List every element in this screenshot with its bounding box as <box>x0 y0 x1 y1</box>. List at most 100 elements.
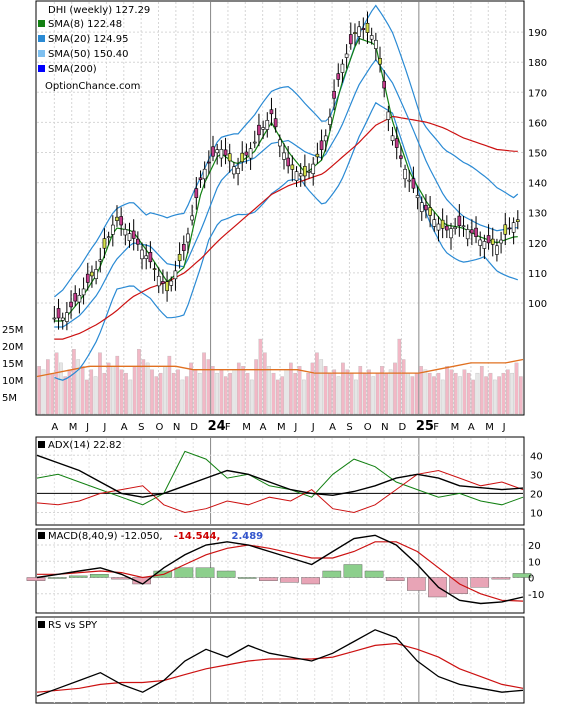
adx-legend: ADX(14) 22.82 <box>38 440 122 451</box>
sma50-line <box>54 115 518 340</box>
rs-legend: RS vs SPY <box>38 620 98 631</box>
x-tick-label: A <box>468 422 475 433</box>
source-label: OptionChance.com <box>45 81 140 92</box>
indicator-layer <box>26 450 532 697</box>
volume-bar <box>310 362 315 415</box>
candle-body <box>273 118 278 128</box>
volume-bar <box>367 369 371 415</box>
volume-tick-label: 5M <box>2 393 17 404</box>
macd-histogram-bar <box>195 567 215 578</box>
candle-body <box>490 238 495 245</box>
macd-legend-name: MACD(8,40,9) <box>48 531 118 542</box>
x-tick-label: S <box>138 422 144 433</box>
volume-bar <box>254 359 258 415</box>
macd-histogram-bar <box>491 577 511 580</box>
sma20-line <box>54 58 518 328</box>
candle-body <box>102 238 107 249</box>
volume-bar <box>223 376 228 415</box>
volume-bar <box>124 372 128 415</box>
candle-body <box>340 63 345 73</box>
sma-layer <box>54 37 518 340</box>
candle-body <box>403 168 407 180</box>
candle-body <box>515 219 520 222</box>
candle-body <box>465 229 470 240</box>
macd-legend-value: -12.050, <box>121 531 163 542</box>
x-tick-label: M <box>451 422 460 433</box>
volume-bar <box>76 359 81 415</box>
volume-bar <box>262 352 267 415</box>
x-tick-label: O <box>364 422 372 433</box>
candle-body <box>374 39 378 49</box>
volume-bar <box>111 366 115 415</box>
volume-bar <box>432 376 436 415</box>
candle-body <box>348 34 353 45</box>
volume-bar <box>341 362 345 415</box>
lower-band-line <box>54 101 519 381</box>
volume-bar <box>505 369 510 415</box>
x-tick-label: J <box>85 422 89 433</box>
volume-bar <box>384 372 389 415</box>
candle-body <box>140 249 144 260</box>
volume-bar <box>63 376 68 415</box>
volume-bar <box>284 369 289 415</box>
x-tick-label: O <box>156 422 164 433</box>
volume-bar <box>37 366 41 415</box>
legend-swatch-sma200 <box>38 65 45 72</box>
price-tick-label: 150 <box>528 148 547 159</box>
x-tick-label: N <box>173 422 180 433</box>
volume-bar <box>236 362 241 415</box>
volume-bar <box>440 379 445 415</box>
volume-bar <box>280 376 284 415</box>
candle-body <box>165 281 169 292</box>
volume-bar <box>228 372 232 415</box>
x-tick-label: J <box>311 422 315 433</box>
volume-bar <box>488 372 493 415</box>
legend-swatch-sma8 <box>38 20 45 27</box>
candle-body <box>202 168 207 180</box>
volume-bar <box>132 366 137 415</box>
candle-body <box>298 173 303 177</box>
candle-body <box>261 127 265 130</box>
candle-body <box>85 273 90 283</box>
candle-body <box>257 124 261 136</box>
macd-histogram-bar <box>26 577 46 581</box>
volume-bar <box>184 376 189 415</box>
candle-body <box>194 188 199 199</box>
volume-bar <box>302 379 306 415</box>
macd-histogram-bar <box>470 577 490 588</box>
volume-bar <box>519 376 523 415</box>
candle-body <box>110 224 115 235</box>
candle-body <box>173 270 178 280</box>
x-tick-label: S <box>346 422 352 433</box>
candle-body <box>365 22 370 33</box>
candle-body <box>323 135 328 142</box>
adx-line <box>36 454 524 498</box>
bollinger-band-layer <box>54 4 519 381</box>
candle-body <box>81 288 86 296</box>
candle-body <box>94 269 98 279</box>
candle-body <box>457 215 462 227</box>
candle-body <box>232 166 236 175</box>
x-tick-label: 24 <box>208 419 226 434</box>
volume-bar <box>406 372 410 415</box>
volume-bar <box>167 355 172 415</box>
candle-body <box>131 230 136 239</box>
legend-swatch-sma20 <box>38 35 45 42</box>
candle-body <box>119 216 123 226</box>
volume-bar <box>59 362 63 415</box>
volume-bar <box>475 372 480 415</box>
volume-bar <box>119 369 124 415</box>
x-tick-label: N <box>381 422 388 433</box>
candle-body <box>98 259 103 262</box>
x-tick-label: J <box>102 422 106 433</box>
candle-body <box>265 120 270 130</box>
macd-histogram-bar <box>237 577 257 579</box>
candle-body <box>156 275 161 287</box>
volume-layer <box>36 338 524 415</box>
adx-tick-label: 40 <box>530 451 543 462</box>
price-tick-label: 110 <box>528 269 547 280</box>
macd-histogram-value: 2.489 <box>231 531 263 542</box>
candle-body <box>244 151 249 156</box>
candle-body <box>252 141 257 144</box>
candle-body <box>394 138 399 148</box>
